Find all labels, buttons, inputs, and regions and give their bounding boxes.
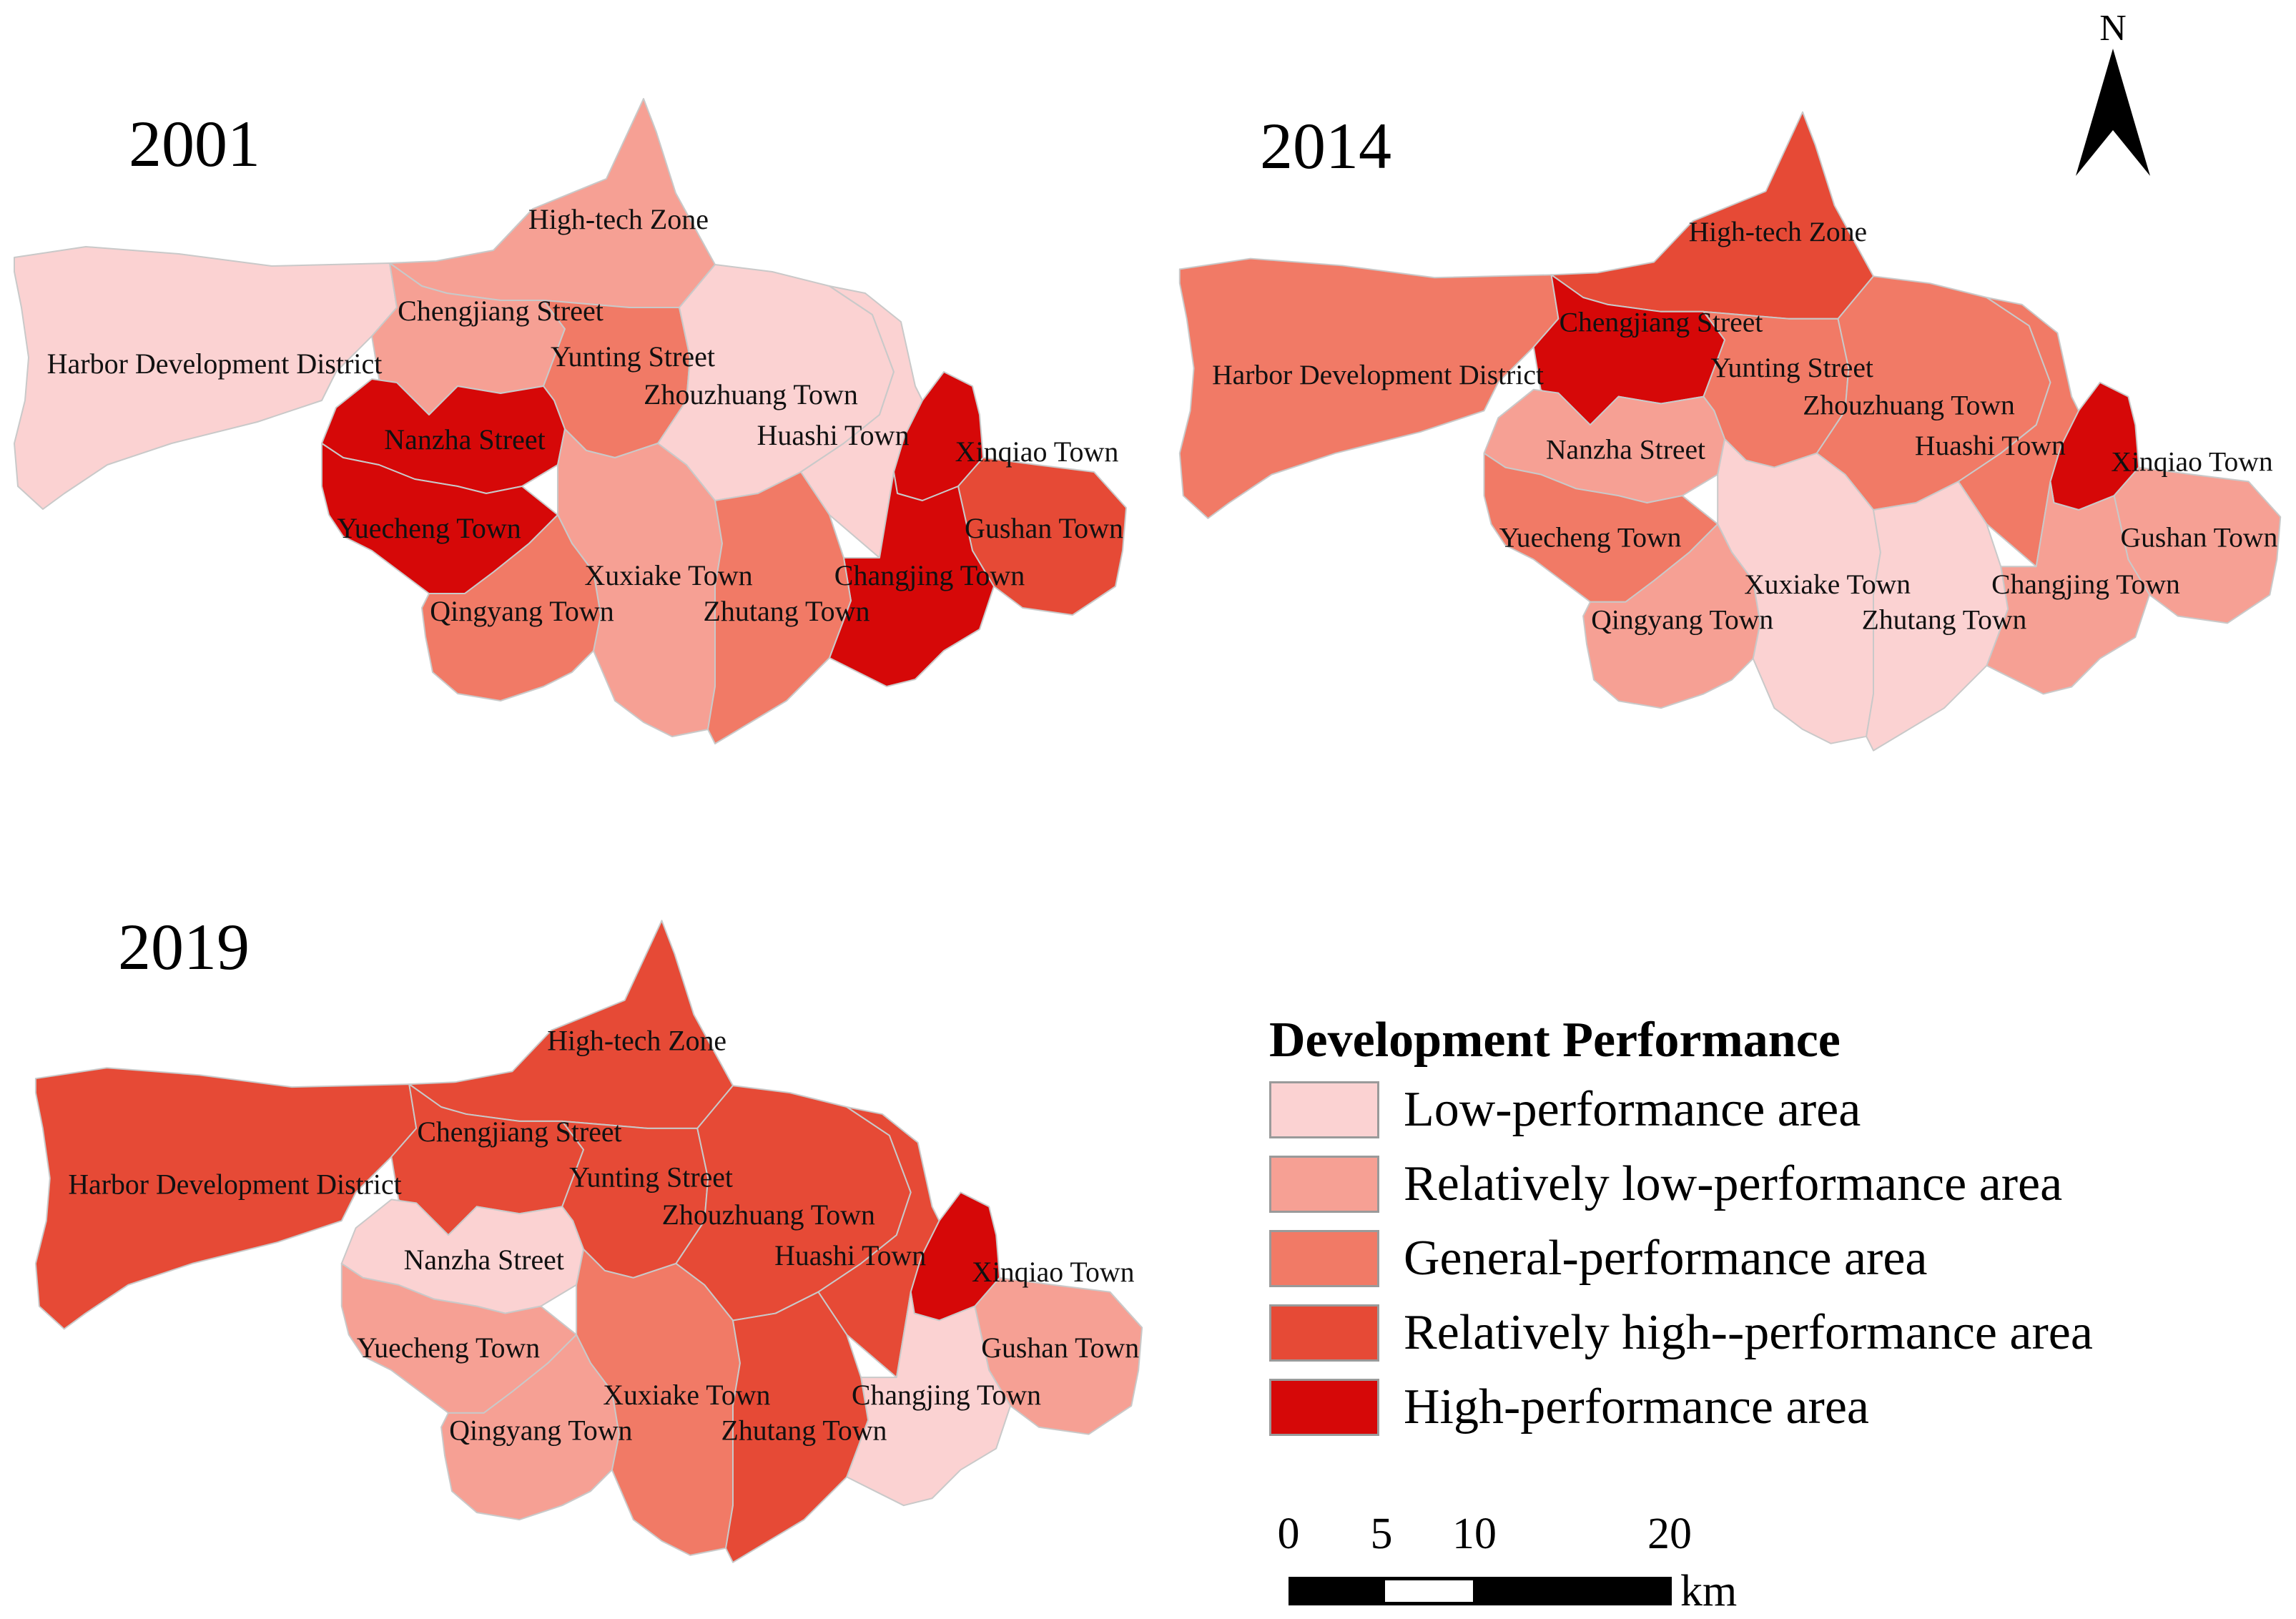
region-label-zhutang-town: Zhutang Town xyxy=(1862,604,2027,635)
region-label-zhouzhuang-town: Zhouzhuang Town xyxy=(1803,389,2015,420)
legend-item-low: Low-performance area xyxy=(1269,1073,2285,1147)
north-arrow-icon xyxy=(2076,49,2150,176)
legend-item-relatively-low: Relatively low-performance area xyxy=(1269,1147,2285,1221)
region-label-harbor-development-district: Harbor Development District xyxy=(68,1168,401,1200)
region-label-yunting-street: Yunting Street xyxy=(551,340,715,373)
region-label-yuecheng-town: Yuecheng Town xyxy=(337,512,521,544)
legend-label-general: General-performance area xyxy=(1404,1231,1928,1286)
legend-label-low: Low-performance area xyxy=(1404,1082,1861,1137)
region-label-gushan-town: Gushan Town xyxy=(2121,521,2278,553)
region-label-harbor-development-district: Harbor Development District xyxy=(1212,359,1544,390)
legend-item-relatively-high: Relatively high--performance area xyxy=(1269,1296,2285,1370)
scale-bar: 0 5 10 20 km xyxy=(1273,1509,1773,1616)
region-zhutang-town xyxy=(725,1291,869,1563)
region-label-nanzha-street: Nanzha Street xyxy=(384,423,545,456)
region-zhutang-town xyxy=(1866,481,2009,752)
north-label: N xyxy=(2099,8,2127,49)
legend-label-relatively-high: Relatively high--performance area xyxy=(1404,1305,2093,1360)
region-label-yuecheng-town: Yuecheng Town xyxy=(1499,521,1682,553)
region-label-qingyang-town: Qingyang Town xyxy=(1591,604,1773,635)
region-label-yuecheng-town: Yuecheng Town xyxy=(357,1332,540,1364)
panel-year-label: 2019 xyxy=(118,910,250,983)
region-label-changjing-town: Changjing Town xyxy=(852,1379,1041,1411)
map-panel-2001: 2001 Harbor Development District High-tech… xyxy=(14,98,1127,744)
region-label-zhouzhuang-town: Zhouzhuang Town xyxy=(644,378,858,410)
panel-year-label: 2001 xyxy=(129,107,260,180)
legend-title: Development Performance xyxy=(1269,1013,1841,1068)
region-label-gushan-town: Gushan Town xyxy=(981,1332,1139,1364)
legend-item-high: High-performance area xyxy=(1269,1370,2285,1445)
region-harbor-development-district xyxy=(34,1067,418,1330)
scale-tick-5: 5 xyxy=(1370,1510,1393,1558)
scale-segment-2 xyxy=(1381,1577,1477,1605)
region-label-qingyang-town: Qingyang Town xyxy=(449,1415,632,1447)
region-label-nanzha-street: Nanzha Street xyxy=(404,1244,564,1276)
region-label-zhutang-town: Zhutang Town xyxy=(721,1415,887,1447)
region-label-xinqiao-town: Xinqiao Town xyxy=(972,1256,1135,1288)
legend-swatch-relatively-low xyxy=(1269,1156,1379,1213)
region-qingyang-town xyxy=(440,1334,620,1521)
legend-swatch-general xyxy=(1269,1230,1379,1287)
region-label-xuxiake-town: Xuxiake Town xyxy=(584,559,752,591)
region-label-high-tech-zone: High-tech Zone xyxy=(547,1025,726,1056)
legend: Development Performance Low-performance … xyxy=(1269,1008,2285,1445)
legend-label-relatively-low: Relatively low-performance area xyxy=(1404,1156,2063,1211)
region-label-gushan-town: Gushan Town xyxy=(965,512,1123,544)
region-label-high-tech-zone: High-tech Zone xyxy=(528,203,709,235)
region-label-huashi-town: Huashi Town xyxy=(774,1240,926,1271)
region-label-nanzha-street: Nanzha Street xyxy=(1546,434,1705,466)
region-label-chengjiang-street: Chengjiang Street xyxy=(417,1116,621,1148)
region-changjing-town xyxy=(829,471,995,687)
region-changjing-town xyxy=(1986,481,2151,695)
region-zhutang-town xyxy=(707,471,852,744)
legend-swatch-relatively-high xyxy=(1269,1304,1379,1362)
region-label-xuxiake-town: Xuxiake Town xyxy=(603,1379,770,1411)
scale-segment-3 xyxy=(1474,1577,1672,1605)
region-label-zhutang-town: Zhutang Town xyxy=(703,595,869,627)
region-changjing-town xyxy=(846,1291,1012,1507)
region-label-xinqiao-town: Xinqiao Town xyxy=(2111,446,2272,478)
region-label-chengjiang-street: Chengjiang Street xyxy=(398,295,603,327)
scale-unit: km xyxy=(1680,1567,1738,1615)
scale-tick-20: 20 xyxy=(1647,1510,1692,1558)
region-label-changjing-town: Changjing Town xyxy=(1991,569,2180,600)
legend-swatch-high xyxy=(1269,1379,1379,1436)
north-arrow: N xyxy=(2070,7,2156,179)
map-panel-2014: 2014 Harbor Development District High-tech… xyxy=(1178,109,2282,752)
map-panel-2019: 2019 Harbor Development District High-tech… xyxy=(34,910,1143,1563)
region-label-huashi-town: Huashi Town xyxy=(757,419,909,451)
scale-segment-1 xyxy=(1289,1577,1384,1605)
region-label-changjing-town: Changjing Town xyxy=(834,559,1025,591)
legend-label-high: High-performance area xyxy=(1404,1379,1869,1435)
region-qingyang-town xyxy=(421,514,601,702)
region-label-chengjiang-street: Chengjiang Street xyxy=(1560,307,1763,338)
region-label-qingyang-town: Qingyang Town xyxy=(430,595,614,627)
region-label-xuxiake-town: Xuxiake Town xyxy=(1744,569,1911,600)
scale-tick-0: 0 xyxy=(1277,1510,1300,1558)
region-harbor-development-district xyxy=(14,246,398,510)
region-label-huashi-town: Huashi Town xyxy=(1915,430,2066,461)
region-label-yunting-street: Yunting Street xyxy=(569,1161,733,1193)
legend-swatch-low xyxy=(1269,1081,1379,1138)
region-label-harbor-development-district: Harbor Development District xyxy=(47,348,383,380)
region-label-zhouzhuang-town: Zhouzhuang Town xyxy=(662,1199,875,1231)
region-label-xinqiao-town: Xinqiao Town xyxy=(955,435,1119,468)
legend-item-general: General-performance area xyxy=(1269,1221,2285,1296)
region-label-yunting-street: Yunting Street xyxy=(1710,352,1873,383)
region-qingyang-town xyxy=(1582,523,1761,709)
region-harbor-development-district xyxy=(1178,257,1560,519)
panel-year-label: 2014 xyxy=(1260,109,1391,182)
region-label-high-tech-zone: High-tech Zone xyxy=(1689,216,1867,247)
scale-tick-10: 10 xyxy=(1452,1510,1497,1558)
